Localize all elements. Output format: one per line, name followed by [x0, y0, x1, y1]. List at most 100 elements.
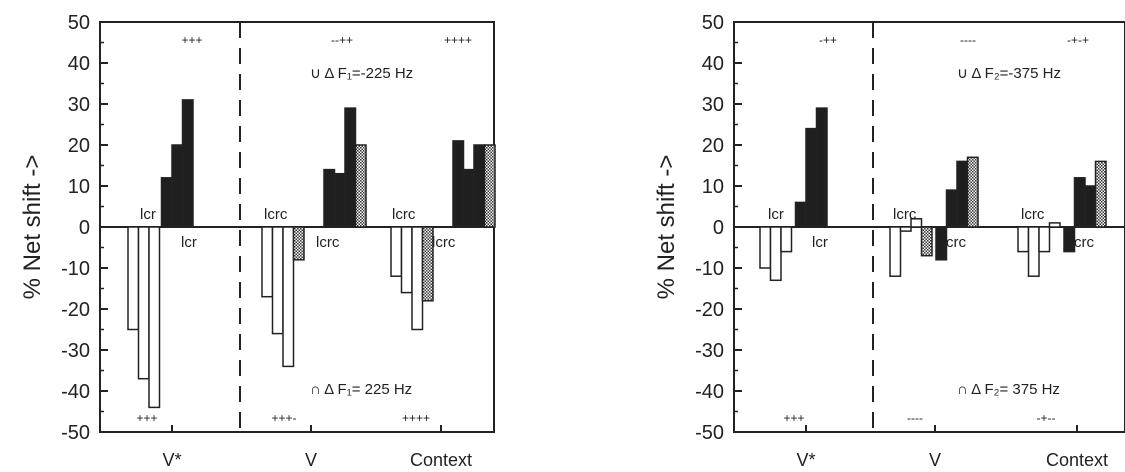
bar-negative — [421, 226, 434, 302]
y-tick-label: -20 — [61, 299, 90, 321]
bottom-sign-label: +++ — [783, 411, 804, 425]
bar-negative — [127, 226, 140, 331]
bar-group-label: lcr — [768, 206, 784, 223]
bar-positive — [1084, 185, 1097, 228]
top-sign-label: ++++ — [444, 33, 472, 47]
y-tick-label: 40 — [68, 53, 90, 75]
top-sign-label: ---- — [960, 33, 976, 47]
bar-negative — [910, 218, 923, 228]
category-label: Context — [1046, 450, 1108, 470]
y-tick-label: 30 — [702, 94, 724, 116]
bar-positive — [160, 177, 173, 228]
bar-negative — [899, 226, 912, 232]
y-tick-label: 40 — [702, 53, 724, 75]
y-tick-label: -30 — [695, 340, 724, 362]
bottom-sign-label: ---- — [907, 411, 923, 425]
bar-positive — [171, 144, 184, 228]
y-tick-label: 20 — [702, 135, 724, 157]
bar-negative — [148, 226, 161, 409]
bottom-sign-label: ++++ — [402, 411, 430, 425]
bar-group-label: lcr — [181, 234, 197, 251]
bar-group-label: lcrc — [264, 206, 288, 223]
delta-f-top-label: ∪ Δ F₂=-375 Hz — [957, 65, 1061, 82]
top-sign-label: -++ — [819, 33, 837, 47]
bar-negative — [1027, 226, 1040, 277]
y-tick-label: 50 — [702, 12, 724, 34]
bar-group-label: lcrc — [893, 206, 917, 223]
category-label: Context — [410, 450, 472, 470]
bar-group-label: lcrc — [1021, 206, 1045, 223]
bar-positive — [966, 156, 979, 228]
right-panel: 50 40 30 20 10 0 -10 -20 -30 -40 -50 % Net shift ->… — [653, 12, 1125, 470]
y-tick-label: 10 — [68, 176, 90, 198]
y-tick-label: 0 — [713, 217, 724, 239]
bar-positive — [1073, 177, 1086, 228]
category-label: V* — [796, 450, 815, 470]
y-axis-label: % Net shift -> — [19, 155, 46, 300]
bar-positive — [815, 107, 828, 228]
bar-negative — [1048, 222, 1061, 228]
y-tick-label: -10 — [695, 258, 724, 280]
y-tick-label: -40 — [61, 381, 90, 403]
bar-negative — [137, 226, 150, 380]
y-tick-label: -50 — [695, 422, 724, 444]
category-label: V* — [162, 450, 181, 470]
bar-negative — [889, 226, 902, 277]
bar-group-label: lcrc — [316, 234, 340, 251]
bar-group-label: lcr — [140, 206, 156, 223]
delta-f-bottom-label: ∩ Δ F₂= 375 Hz — [957, 381, 1060, 398]
bar-negative — [1017, 226, 1030, 253]
y-tick-label: 50 — [68, 12, 90, 34]
y-axis-label: % Net shift -> — [653, 155, 680, 300]
top-sign-label: -+-+ — [1067, 33, 1089, 47]
bar-negative — [411, 226, 424, 331]
bar-positive — [462, 168, 475, 228]
left-panel: 50 40 30 20 10 0 -10 -20 -30 -40 -50 % Net shift ->… — [19, 12, 496, 470]
bar-positive — [956, 160, 969, 228]
y-tick-label: 10 — [702, 176, 724, 198]
bar-positive — [805, 127, 818, 228]
bar-negative — [271, 226, 284, 335]
category-label: V — [305, 450, 317, 470]
bar-negative — [261, 226, 274, 298]
bar-positive — [181, 99, 194, 228]
bar-negative — [1038, 226, 1051, 253]
bottom-sign-label: +++- — [271, 411, 296, 425]
bar-negative — [780, 226, 793, 253]
bar-positive — [1094, 160, 1107, 228]
bar-group-label: crc — [946, 234, 966, 251]
bar-negative — [390, 226, 403, 277]
y-tick-label: -10 — [61, 258, 90, 280]
bar-positive — [323, 168, 336, 228]
y-tick-label: -40 — [695, 381, 724, 403]
bar-group-label: lcr — [812, 234, 828, 251]
bar-positive — [473, 144, 486, 228]
bottom-sign-label: +++ — [136, 411, 157, 425]
bar-positive — [344, 107, 357, 228]
y-tick-label: 20 — [68, 135, 90, 157]
top-sign-label: --++ — [331, 33, 353, 47]
bar-positive — [354, 144, 367, 228]
bar-negative — [400, 226, 413, 294]
bar-positive — [935, 226, 948, 261]
bar-negative — [920, 226, 933, 257]
delta-f-top-label: ∪ Δ F₁=-225 Hz — [310, 65, 413, 82]
bar-group-label: lcrc — [432, 234, 456, 251]
top-sign-label: +++ — [181, 33, 202, 47]
y-tick-label: -30 — [61, 340, 90, 362]
bottom-sign-label: -+-- — [1037, 411, 1056, 425]
bar-positive — [1063, 226, 1076, 253]
y-tick-label: 0 — [79, 217, 90, 239]
y-tick-label: 30 — [68, 94, 90, 116]
category-label: V — [929, 450, 941, 470]
bar-positive — [452, 140, 465, 228]
y-tick-label: -50 — [61, 422, 90, 444]
bar-group-label: crc — [1074, 234, 1094, 251]
bar-positive — [794, 201, 807, 228]
bar-positive — [333, 172, 346, 228]
bar-negative — [282, 226, 295, 368]
bar-negative — [292, 226, 305, 261]
y-tick-label: -20 — [695, 299, 724, 321]
bar-positive — [483, 144, 496, 228]
